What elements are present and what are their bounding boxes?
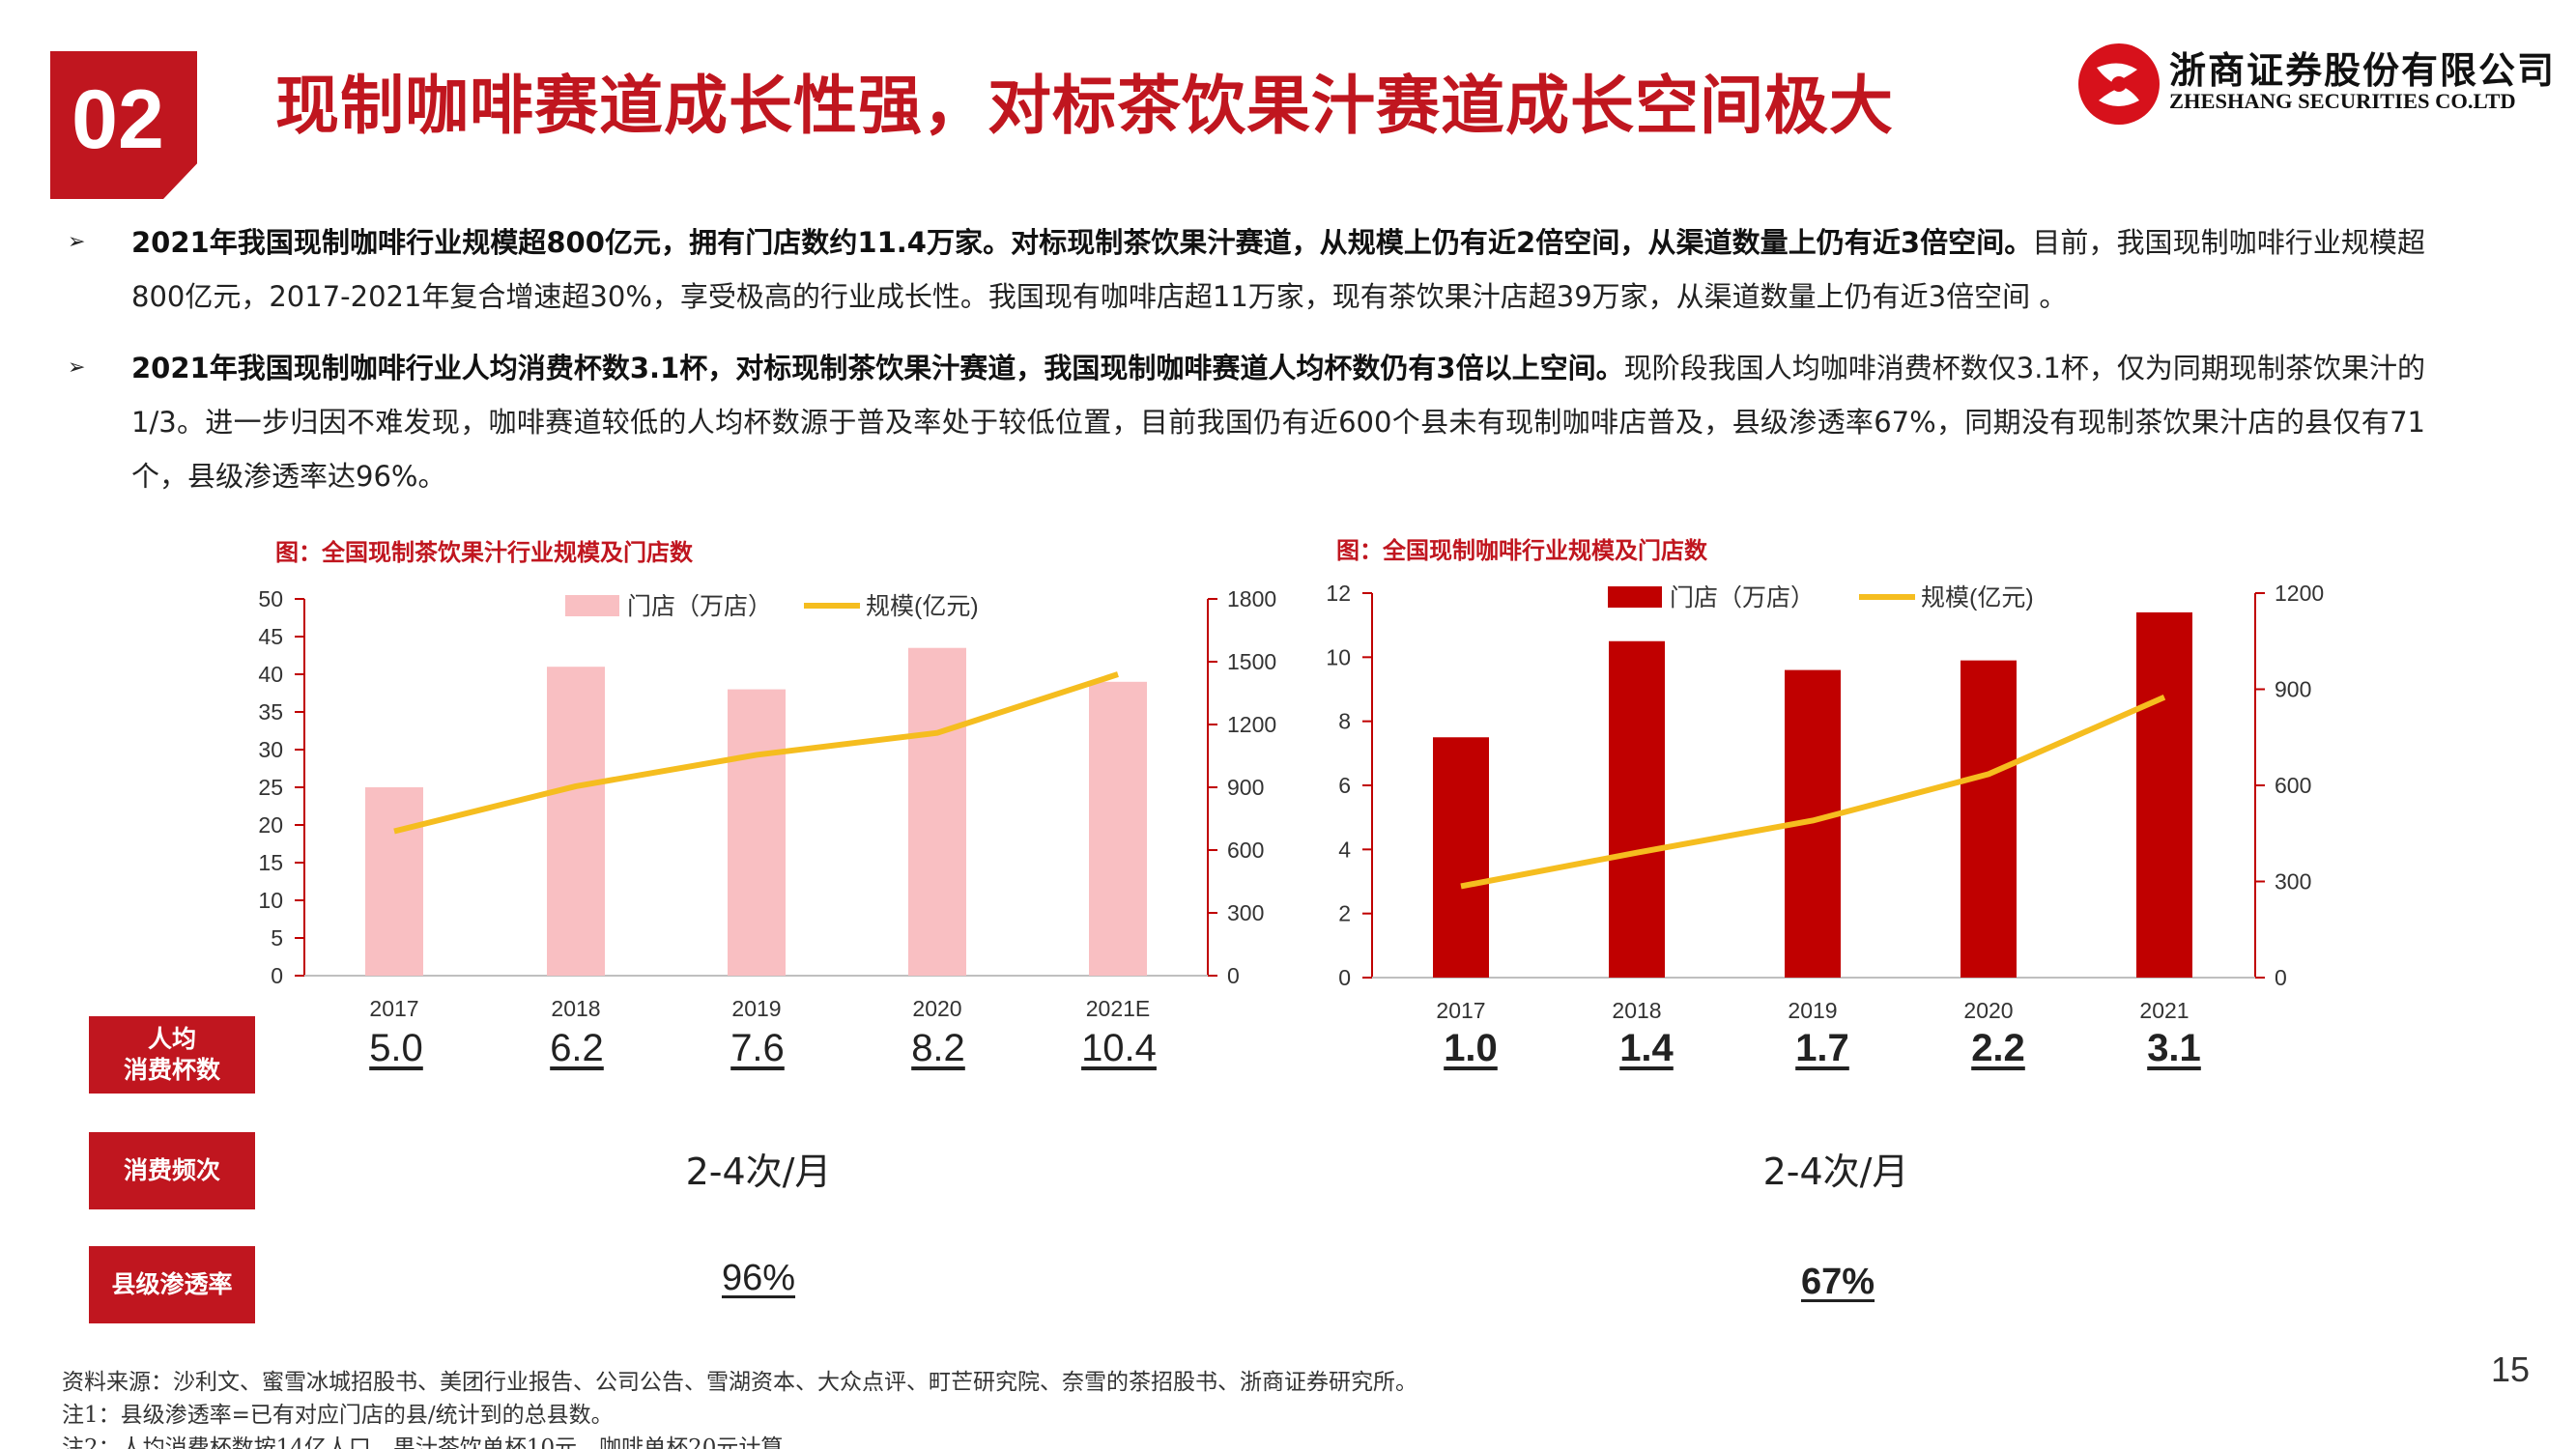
tea-chart-y-left-tick-label: 10: [258, 888, 283, 913]
tea-chart-y-left-tick-label: 25: [258, 775, 283, 800]
tea-chart-bar: [728, 689, 786, 976]
tea-cups-2018: 6.2: [550, 1027, 604, 1069]
bullet-2: ➢ 2021年我国现制咖啡行业人均消费杯数3.1杯，对标现制茶饮果汁赛道，我国现…: [68, 341, 2425, 503]
coffee-chart-y-right-tick-label: 900: [2275, 677, 2311, 702]
chart-1-title: 图：全国现制茶饮果汁行业规模及门店数: [275, 539, 693, 566]
tea-chart-x-tick-label: 2020: [912, 996, 961, 1021]
coffee-chart-y-left-tick-label: 2: [1338, 901, 1351, 926]
coffee-chart-x-tick-label: 2021: [2139, 998, 2189, 1023]
coffee-chart-y-left-tick-label: 4: [1338, 837, 1351, 862]
coffee-cups-2018: 1.4: [1619, 1027, 1674, 1069]
pen-row-label-text: 县级渗透率: [111, 1270, 233, 1298]
coffee-chart-y-left-tick-label: 12: [1326, 581, 1351, 606]
bullet-2-bold: 2021年我国现制咖啡行业人均消费杯数3.1杯，对标现制茶饮果汁赛道，我国现制咖…: [131, 352, 1624, 384]
tea-chart-y-right-tick-label: 0: [1227, 963, 1240, 988]
tea-chart-y-left-tick-label: 20: [258, 812, 283, 838]
tea-chart-y-left-tick-label: 35: [258, 699, 283, 724]
coffee-chart-legend-bar-swatch: [1608, 586, 1662, 608]
coffee-chart-bar: [2136, 611, 2192, 978]
tea-cups-2021: 10.4: [1081, 1027, 1157, 1069]
coffee-chart-y-right-tick-label: 1200: [2275, 581, 2324, 606]
tea-chart-y-left-tick-label: 50: [258, 586, 283, 611]
coffee-chart-bar: [1609, 640, 1665, 978]
coffee-chart-x-tick-label: 2018: [1612, 998, 1661, 1023]
tea-chart-legend-bar-label: 门店（万店）: [627, 593, 772, 620]
bullet-1: ➢ 2021年我国现制咖啡行业规模超800亿元，拥有门店数约11.4万家。对标现…: [68, 215, 2425, 324]
coffee-chart: 0 2 4 6 8 10 12 0 300 600 900 1200 2017 2018 2019 2020 2…: [1326, 581, 2324, 1023]
cups-row-label: 人均 消费杯数: [89, 1016, 255, 1094]
tea-chart-y-right-tick-label: 300: [1227, 900, 1264, 925]
page-number: 15: [2491, 1350, 2531, 1389]
coffee-chart-y-right-tick-label: 600: [2275, 773, 2311, 798]
coffee-penetration: 67%: [1800, 1262, 1875, 1302]
coffee-chart-legend-bar-label: 门店（万店）: [1670, 584, 1815, 611]
tea-cups-2017: 5.0: [369, 1027, 423, 1069]
tea-chart-y-left-tick-label: 0: [271, 963, 283, 988]
tea-chart-line-series: [393, 671, 1119, 835]
tea-chart-y-right-tick-label: 600: [1227, 838, 1264, 863]
coffee-chart-y-left-tick-label: 6: [1338, 773, 1351, 798]
tea-chart-y-right-tick-label: 900: [1227, 775, 1264, 800]
page-title: 现制咖啡赛道成长性强，对标茶饮果汁赛道成长空间极大: [275, 69, 1894, 143]
tea-chart-legend-line-label: 规模(亿元): [866, 593, 979, 620]
tea-chart-y-left-tick-label: 40: [258, 662, 283, 687]
freq-row-label-text: 消费频次: [123, 1156, 220, 1184]
tea-penetration: 96%: [721, 1258, 796, 1298]
coffee-chart-y-left-tick-label: 10: [1326, 644, 1351, 669]
tea-chart-y-left-tick-label: 15: [258, 850, 283, 875]
tea-cups-2019: 7.6: [730, 1027, 785, 1069]
bullet-arrow-icon: ➢: [68, 230, 86, 254]
footnote-1: 注1：县级渗透率=已有对应门店的县/统计到的总县数。: [62, 1403, 614, 1428]
coffee-chart-x-tick-label: 2019: [1788, 998, 1837, 1023]
tea-chart-y-left-tick-label: 45: [258, 624, 283, 649]
bullet-1-bold: 2021年我国现制咖啡行业规模超800亿元，拥有门店数约11.4万家。对标现制茶…: [131, 226, 2033, 259]
tea-frequency: 2-4次/月: [685, 1151, 832, 1193]
coffee-chart-x-tick-label: 2020: [1963, 998, 2013, 1023]
tea-chart-y-left-tick-label: 5: [271, 925, 283, 951]
chart-2-title: 图：全国现制咖啡行业规模及门店数: [1336, 537, 1707, 564]
coffee-chart-line-series: [1460, 695, 2166, 890]
logo-company-name-en: ZHESHANG SECURITIES CO.LTD: [2169, 89, 2516, 113]
freq-row-label: 消费频次: [89, 1132, 255, 1209]
tea-chart-y-right-tick-label: 1800: [1227, 586, 1276, 611]
coffee-chart-y-right-tick-label: 0: [2275, 965, 2287, 990]
coffee-chart-y-left-tick-label: 0: [1338, 965, 1351, 990]
coffee-frequency: 2-4次/月: [1762, 1151, 1909, 1193]
tea-cups-2020: 8.2: [911, 1027, 965, 1069]
coffee-cups-2021: 3.1: [2147, 1027, 2201, 1069]
tea-chart-y-left-tick-label: 30: [258, 737, 283, 762]
coffee-cups-2019: 1.7: [1795, 1027, 1849, 1069]
tea-chart-x-tick-label: 2021E: [1086, 996, 1151, 1021]
bullet-arrow-icon: ➢: [68, 355, 86, 380]
tea-chart-bar: [1089, 681, 1147, 976]
coffee-chart-bar: [1433, 737, 1489, 978]
tea-chart-bar: [547, 667, 605, 976]
footnote-source: 资料来源：沙利文、蜜雪冰城招股书、美团行业报告、公司公告、雪湖资本、大众点评、町…: [62, 1370, 1417, 1395]
footnote-2: 注2：人均消费杯数按14亿人口，果汁茶饮单杯10元，咖啡单杯20元计算。: [62, 1435, 806, 1449]
coffee-cups-2020: 2.2: [1971, 1027, 2025, 1069]
tea-chart: 0 5 10 15 20 25 30 35 40 45 50 0 300 600 900 1200 1500 18…: [258, 586, 1276, 1021]
bullet-2-text: 现阶段我国人均咖啡消费杯数仅3.1杯，仅为同期现制茶饮果汁的1/3。进一步归因不…: [131, 352, 2425, 493]
coffee-chart-y-right-tick-label: 300: [2275, 869, 2311, 895]
tea-chart-bar: [908, 647, 966, 976]
zheshang-logo-icon: [2078, 43, 2160, 125]
tea-chart-x-tick-label: 2018: [551, 996, 600, 1021]
logo-company-name: 浙商证券股份有限公司: [2169, 48, 2557, 92]
coffee-chart-y-left-tick-label: 8: [1338, 709, 1351, 734]
tea-chart-x-tick-label: 2019: [731, 996, 781, 1021]
bullet-1-text: 目前，我国现制咖啡行业规模超800亿元，2017-2021年复合增速超30%，享…: [131, 226, 2425, 313]
coffee-chart-x-tick-label: 2017: [1436, 998, 1485, 1023]
tea-chart-y-right-tick-label: 1200: [1227, 712, 1276, 737]
section-badge: 02: [50, 51, 197, 199]
coffee-chart-bar: [1961, 660, 2017, 978]
cups-row-label-text: 人均 消费杯数: [123, 1025, 220, 1084]
tea-chart-bar: [365, 787, 423, 976]
coffee-cups-2017: 1.0: [1444, 1027, 1498, 1069]
pen-row-label: 县级渗透率: [89, 1246, 255, 1323]
coffee-chart-legend-line-label: 规模(亿元): [1921, 584, 2034, 611]
tea-chart-legend-bar-swatch: [565, 595, 619, 616]
tea-chart-x-tick-label: 2017: [369, 996, 418, 1021]
section-number: 02: [72, 73, 164, 166]
tea-chart-y-right-tick-label: 1500: [1227, 649, 1276, 674]
